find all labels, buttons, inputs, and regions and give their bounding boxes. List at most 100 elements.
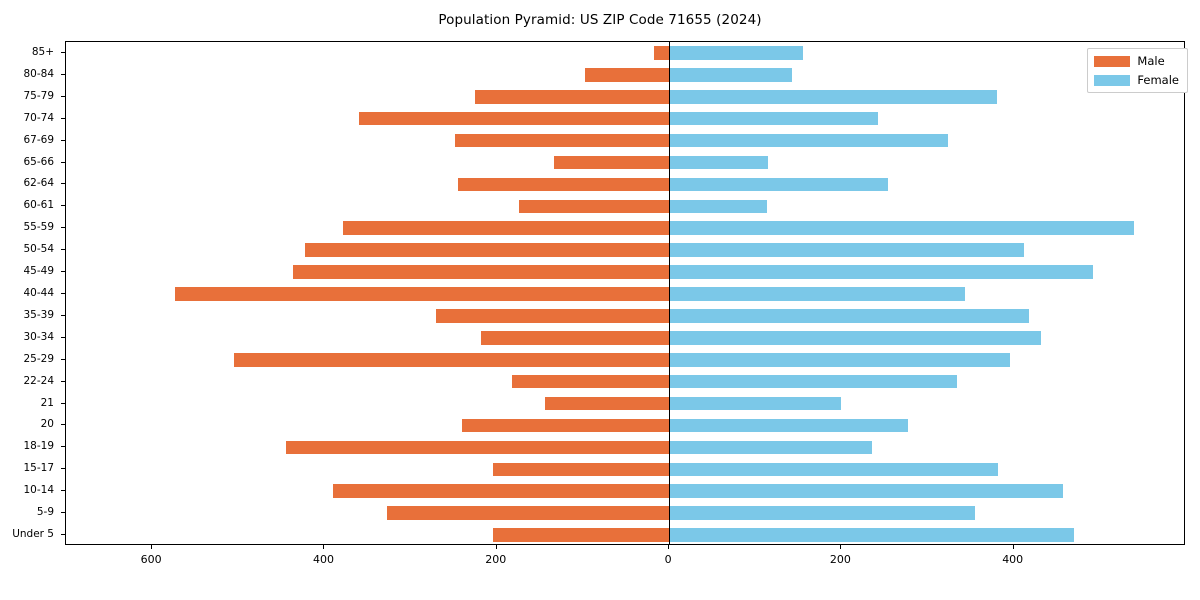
bar-row bbox=[66, 506, 1184, 520]
chart-title: Population Pyramid: US ZIP Code 71655 (2… bbox=[438, 12, 762, 28]
y-tick-label: 50-54 bbox=[23, 243, 54, 256]
chart-legend: Male Female bbox=[1087, 48, 1188, 93]
zero-axis-line bbox=[669, 42, 671, 544]
y-tick-mark bbox=[61, 205, 65, 207]
bar-row bbox=[66, 440, 1184, 455]
y-tick-mark bbox=[61, 95, 65, 97]
x-tick-mark bbox=[1012, 545, 1014, 549]
bar-male bbox=[493, 528, 670, 542]
x-tick-mark bbox=[668, 545, 670, 549]
legend-entry[interactable]: Male bbox=[1094, 54, 1179, 68]
y-tick-mark bbox=[61, 293, 65, 294]
y-tick-mark bbox=[61, 468, 65, 470]
bar-male bbox=[458, 177, 670, 192]
x-tick-mark bbox=[151, 545, 153, 549]
bar-row bbox=[66, 243, 1184, 257]
bar-female bbox=[669, 418, 908, 433]
bar-female bbox=[669, 199, 768, 214]
bar-male bbox=[455, 133, 670, 148]
bar-female bbox=[669, 287, 966, 301]
bar-male bbox=[304, 243, 670, 257]
bar-row bbox=[66, 177, 1184, 192]
bar-row bbox=[66, 528, 1184, 542]
y-tick-mark bbox=[61, 183, 65, 185]
y-tick-mark bbox=[61, 139, 65, 141]
bar-row bbox=[66, 396, 1184, 411]
x-tick-mark bbox=[323, 545, 325, 549]
bar-female bbox=[669, 221, 1135, 236]
y-tick-label: 10-14 bbox=[23, 484, 54, 497]
x-tick-mark bbox=[840, 545, 842, 549]
bar-row bbox=[66, 221, 1184, 236]
bars-layer bbox=[66, 42, 1184, 544]
y-tick-label: 18-19 bbox=[23, 440, 54, 453]
legend-label: Male bbox=[1137, 54, 1165, 68]
y-tick-mark bbox=[61, 424, 65, 426]
y-tick-label: 80-84 bbox=[23, 67, 54, 80]
bar-row bbox=[66, 352, 1184, 367]
x-tick-label: 400 bbox=[1002, 553, 1024, 566]
bar-row bbox=[66, 309, 1184, 323]
bar-male bbox=[493, 462, 670, 477]
bar-row bbox=[66, 199, 1184, 214]
x-tick-label: 400 bbox=[312, 553, 334, 566]
y-tick-label: 70-74 bbox=[23, 111, 54, 124]
bar-female bbox=[669, 462, 999, 477]
y-tick-label: 25-29 bbox=[23, 352, 54, 365]
bar-female bbox=[669, 309, 1030, 323]
bar-female bbox=[669, 374, 957, 389]
bar-female bbox=[669, 440, 873, 455]
bar-row bbox=[66, 46, 1184, 60]
bar-female bbox=[669, 89, 998, 104]
y-tick-mark bbox=[61, 446, 65, 448]
bar-male bbox=[333, 484, 670, 498]
bar-male bbox=[512, 374, 670, 389]
y-tick-label: 20 bbox=[40, 418, 54, 431]
bar-male bbox=[462, 418, 670, 433]
bar-row bbox=[66, 133, 1184, 148]
bar-male bbox=[553, 155, 670, 170]
bar-female bbox=[669, 177, 888, 192]
bar-female bbox=[669, 68, 793, 82]
y-tick-mark bbox=[61, 314, 65, 316]
bar-male bbox=[436, 309, 670, 323]
bar-row bbox=[66, 484, 1184, 498]
y-tick-mark bbox=[61, 227, 65, 229]
y-tick-mark bbox=[61, 534, 65, 536]
y-tick-mark bbox=[61, 358, 65, 360]
x-tick-label: 0 bbox=[664, 553, 672, 566]
bar-female bbox=[669, 484, 1063, 498]
bar-male bbox=[285, 440, 670, 455]
y-tick-label: 30-34 bbox=[23, 330, 54, 343]
y-tick-mark bbox=[61, 161, 65, 163]
y-tick-label: 21 bbox=[40, 396, 54, 409]
bar-row bbox=[66, 462, 1184, 477]
y-tick-label: 22-24 bbox=[23, 374, 54, 387]
bar-female bbox=[669, 352, 1011, 367]
bar-male bbox=[293, 265, 670, 279]
bar-female bbox=[669, 133, 949, 148]
bar-male bbox=[174, 287, 670, 301]
bar-male bbox=[342, 221, 670, 236]
y-tick-label: 45-49 bbox=[23, 265, 54, 278]
bar-row bbox=[66, 287, 1184, 301]
legend-swatch-icon bbox=[1094, 55, 1131, 67]
y-tick-label: 35-39 bbox=[23, 308, 54, 321]
y-tick-label: 40-44 bbox=[23, 287, 54, 299]
bar-female bbox=[669, 331, 1042, 345]
bar-row bbox=[66, 418, 1184, 433]
y-tick-label: 75-79 bbox=[23, 89, 54, 102]
y-tick-label: 67-69 bbox=[23, 133, 54, 146]
y-tick-label: Under 5 bbox=[12, 528, 54, 541]
y-tick-mark bbox=[61, 490, 65, 492]
bar-row bbox=[66, 374, 1184, 389]
bar-male bbox=[387, 506, 670, 520]
bar-male bbox=[545, 396, 670, 411]
x-tick-label: 200 bbox=[829, 553, 851, 566]
legend-entry[interactable]: Female bbox=[1094, 73, 1179, 87]
bar-male bbox=[234, 352, 670, 367]
bar-male bbox=[653, 46, 670, 60]
y-tick-label: 15-17 bbox=[23, 462, 54, 475]
y-tick-mark bbox=[61, 402, 65, 404]
y-tick-mark bbox=[61, 336, 65, 338]
